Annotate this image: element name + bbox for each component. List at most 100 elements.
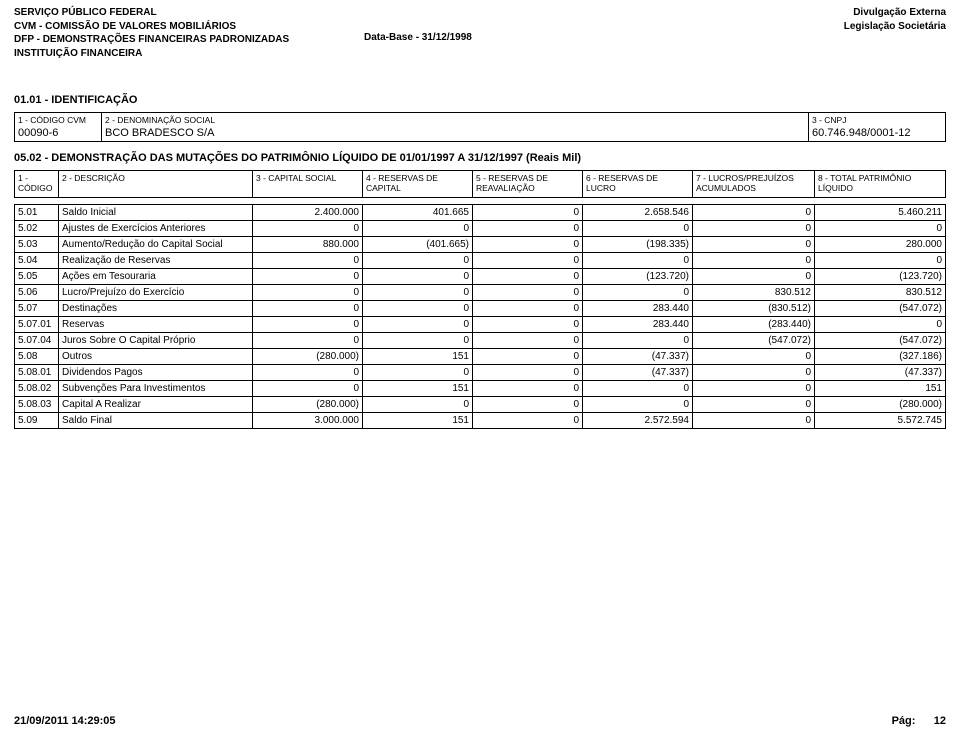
id-col-2: 2 - DENOMINAÇÃO SOCIAL BCO BRADESCO S/A bbox=[102, 113, 809, 142]
row-value: 0 bbox=[363, 317, 473, 333]
id-col-1-label: 1 - CÓDIGO CVM bbox=[18, 115, 98, 125]
row-value: 5.460.211 bbox=[815, 205, 946, 221]
section-mut-title: 05.02 - DEMONSTRAÇÃO DAS MUTAÇÕES DO PAT… bbox=[14, 152, 946, 164]
row-value: 0 bbox=[583, 381, 693, 397]
row-value: 0 bbox=[473, 413, 583, 429]
table-row: 5.03Aumento/Redução do Capital Social880… bbox=[15, 237, 946, 253]
row-value: (280.000) bbox=[253, 349, 363, 365]
row-value: 0 bbox=[583, 253, 693, 269]
row-value: 0 bbox=[363, 333, 473, 349]
row-value: 5.572.745 bbox=[815, 413, 946, 429]
row-description: Ações em Tesouraria bbox=[59, 269, 253, 285]
id-col-3-label: 3 - CNPJ bbox=[812, 115, 942, 125]
row-code: 5.02 bbox=[15, 221, 59, 237]
row-code: 5.03 bbox=[15, 237, 59, 253]
id-col-2-label: 2 - DENOMINAÇÃO SOCIAL bbox=[105, 115, 805, 125]
row-value: (47.337) bbox=[583, 365, 693, 381]
row-value: 0 bbox=[253, 269, 363, 285]
row-value: 0 bbox=[253, 253, 363, 269]
row-code: 5.08.02 bbox=[15, 381, 59, 397]
row-value: 0 bbox=[473, 269, 583, 285]
row-value: (47.337) bbox=[583, 349, 693, 365]
header-left-block: SERVIÇO PÚBLICO FEDERAL CVM - COMISSÃO D… bbox=[14, 6, 946, 60]
row-value: 0 bbox=[363, 301, 473, 317]
row-value: 0 bbox=[815, 221, 946, 237]
id-col-1: 1 - CÓDIGO CVM 00090-6 bbox=[15, 113, 102, 142]
footer-page-label: Pág: bbox=[892, 715, 916, 727]
row-code: 5.01 bbox=[15, 205, 59, 221]
table-row: 5.07.04Juros Sobre O Capital Próprio0000… bbox=[15, 333, 946, 349]
row-value: 0 bbox=[693, 269, 815, 285]
row-code: 5.08.03 bbox=[15, 397, 59, 413]
row-value: 0 bbox=[693, 253, 815, 269]
header-data-base: Data-Base - 31/12/1998 bbox=[364, 32, 472, 43]
row-description: Reservas bbox=[59, 317, 253, 333]
mut-col-4-header: 4 - RESERVAS DE CAPITAL bbox=[363, 171, 473, 198]
mut-col-3-header: 3 - CAPITAL SOCIAL bbox=[253, 171, 363, 198]
footer-timestamp: 21/09/2011 14:29:05 bbox=[14, 715, 116, 727]
mut-col-1-header: 1 - CÓDIGO bbox=[15, 171, 59, 198]
row-value: 0 bbox=[253, 285, 363, 301]
row-code: 5.09 bbox=[15, 413, 59, 429]
row-code: 5.07 bbox=[15, 301, 59, 317]
row-value: 0 bbox=[363, 365, 473, 381]
table-row: 5.07.01Reservas000283.440(283.440)0 bbox=[15, 317, 946, 333]
mutations-header-row: 1 - CÓDIGO 2 - DESCRIÇÃO 3 - CAPITAL SOC… bbox=[15, 171, 946, 198]
row-value: 280.000 bbox=[815, 237, 946, 253]
header-left-line-4: INSTITUIÇÃO FINANCEIRA bbox=[14, 47, 946, 61]
row-value: 283.440 bbox=[583, 301, 693, 317]
row-code: 5.07.01 bbox=[15, 317, 59, 333]
row-value: (401.665) bbox=[363, 237, 473, 253]
row-description: Aumento/Redução do Capital Social bbox=[59, 237, 253, 253]
header-left-line-3: DFP - DEMONSTRAÇÕES FINANCEIRAS PADRONIZ… bbox=[14, 33, 946, 47]
row-value: 0 bbox=[815, 253, 946, 269]
header-left-line-1: SERVIÇO PÚBLICO FEDERAL bbox=[14, 6, 946, 20]
row-description: Destinações bbox=[59, 301, 253, 317]
row-description: Juros Sobre O Capital Próprio bbox=[59, 333, 253, 349]
row-value: 2.658.546 bbox=[583, 205, 693, 221]
row-value: (280.000) bbox=[815, 397, 946, 413]
row-description: Capital A Realizar bbox=[59, 397, 253, 413]
header-right-line-3: Legislação Societária bbox=[844, 20, 946, 34]
row-value: 0 bbox=[253, 381, 363, 397]
row-description: Ajustes de Exercícios Anteriores bbox=[59, 221, 253, 237]
row-value: 0 bbox=[253, 317, 363, 333]
row-value: (327.186) bbox=[815, 349, 946, 365]
row-value: 0 bbox=[473, 301, 583, 317]
row-value: 0 bbox=[473, 253, 583, 269]
table-row: 5.02Ajustes de Exercícios Anteriores0000… bbox=[15, 221, 946, 237]
footer-page-number: 12 bbox=[934, 715, 946, 727]
table-row: 5.07Destinações000283.440(830.512)(547.0… bbox=[15, 301, 946, 317]
row-value: 0 bbox=[693, 221, 815, 237]
row-value: (198.335) bbox=[583, 237, 693, 253]
row-description: Realização de Reservas bbox=[59, 253, 253, 269]
row-value: 151 bbox=[363, 349, 473, 365]
row-value: 0 bbox=[693, 237, 815, 253]
row-value: 0 bbox=[473, 333, 583, 349]
page-header: SERVIÇO PÚBLICO FEDERAL CVM - COMISSÃO D… bbox=[14, 6, 946, 60]
row-value: 0 bbox=[693, 381, 815, 397]
row-value: 0 bbox=[363, 397, 473, 413]
table-row: 5.08.01Dividendos Pagos000(47.337)0(47.3… bbox=[15, 365, 946, 381]
row-value: 0 bbox=[253, 301, 363, 317]
row-value: (547.072) bbox=[815, 301, 946, 317]
row-value: 0 bbox=[693, 205, 815, 221]
row-value: 0 bbox=[583, 285, 693, 301]
row-value: 0 bbox=[583, 333, 693, 349]
row-value: 830.512 bbox=[815, 285, 946, 301]
row-value: (47.337) bbox=[815, 365, 946, 381]
row-value: 0 bbox=[363, 253, 473, 269]
row-value: (830.512) bbox=[693, 301, 815, 317]
id-col-3-value: 60.746.948/0001-12 bbox=[812, 125, 942, 139]
row-value: 0 bbox=[583, 221, 693, 237]
footer-page: Pág: 12 bbox=[892, 715, 946, 727]
row-value: 830.512 bbox=[693, 285, 815, 301]
row-value: 0 bbox=[815, 317, 946, 333]
mut-col-2-header: 2 - DESCRIÇÃO bbox=[59, 171, 253, 198]
row-value: 880.000 bbox=[253, 237, 363, 253]
row-value: 0 bbox=[473, 285, 583, 301]
row-value: 0 bbox=[473, 317, 583, 333]
mutations-header-table: 1 - CÓDIGO 2 - DESCRIÇÃO 3 - CAPITAL SOC… bbox=[14, 170, 946, 198]
header-left-line-2: CVM - COMISSÃO DE VALORES MOBILIÁRIOS bbox=[14, 20, 946, 34]
row-value: 0 bbox=[583, 397, 693, 413]
